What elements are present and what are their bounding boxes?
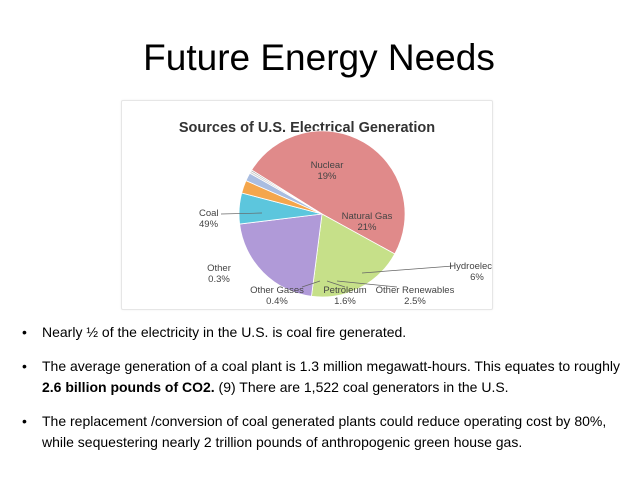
pie-slice-coal — [251, 130, 406, 255]
slice-value-petroleum: 1.6% — [334, 296, 356, 307]
bullet-item: The average generation of a coal plant i… — [22, 356, 622, 398]
slice-value-other: 0.3% — [208, 274, 230, 285]
pie-slice-natural-gas — [239, 213, 323, 297]
bullet-item: The replacement /conversion of coal gene… — [22, 411, 622, 453]
pie-chart-svg: Sources of U.S. Electrical Generation Co… — [179, 120, 492, 307]
slice-value-coal: 49% — [199, 219, 219, 230]
leader-line-other-gases — [301, 280, 321, 288]
slice-value-other-gases: 0.4% — [266, 296, 288, 307]
bullet-text: The replacement /conversion of coal gene… — [42, 413, 607, 450]
pie-slice-nuclear — [311, 213, 396, 298]
slice-label-coal: Coal — [199, 208, 219, 219]
slice-value-nuclear: 19% — [317, 171, 337, 182]
slice-label-other-renewables: Other Renewables — [376, 285, 455, 296]
leader-line-other-renewables — [336, 280, 398, 288]
slice-value-natural-gas: 21% — [357, 222, 377, 233]
pie-chart: Sources of U.S. Electrical Generation Co… — [121, 100, 493, 310]
bullet-text: The average generation of a coal plant i… — [42, 358, 620, 374]
slice-label-other-gases: Other Gases — [250, 285, 304, 296]
slice-label-hydroelectric: Hydroelectric — [449, 261, 492, 272]
slice-label-nuclear: Nuclear — [311, 160, 344, 171]
chart-title: Sources of U.S. Electrical Generation — [179, 120, 435, 136]
bullet-text: Nearly ½ of the electricity in the U.S. … — [42, 324, 407, 340]
leader-line-petroleum — [326, 280, 346, 288]
leader-line-hydroelectric — [361, 265, 454, 274]
slice-label-petroleum: Petroleum — [323, 285, 366, 296]
slice-value-other-renewables: 2.5% — [404, 296, 426, 307]
bullet-highlight: 2.6 billion pounds of CO2. — [42, 379, 215, 395]
bullet-text: (9) There are 1,522 coal generators in t… — [214, 379, 509, 395]
slice-label-other: Other — [207, 263, 231, 274]
slice-value-hydroelectric: 6% — [470, 272, 484, 283]
pie-slice-other — [250, 169, 323, 215]
slide-title: Future Energy Needs — [143, 37, 495, 78]
bullet-item: Nearly ½ of the electricity in the U.S. … — [22, 322, 622, 343]
slice-label-natural-gas: Natural Gas — [342, 211, 393, 222]
bullet-list: Nearly ½ of the electricity in the U.S. … — [22, 322, 622, 466]
leader-line-coal — [220, 212, 263, 215]
